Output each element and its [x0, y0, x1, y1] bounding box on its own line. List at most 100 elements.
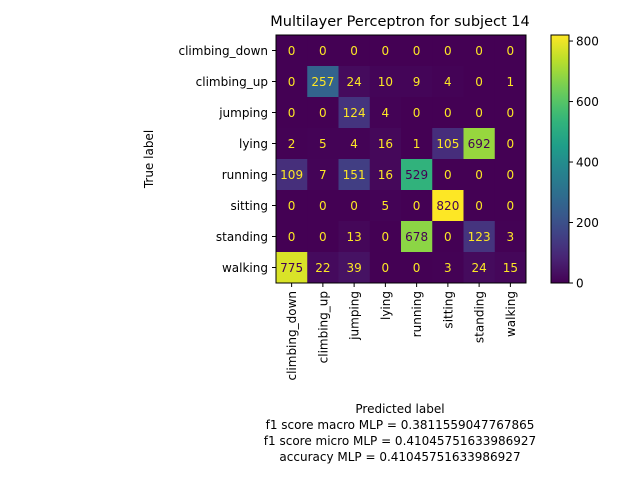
colorbar: 0 200 400 600 800	[550, 34, 599, 291]
colorbar-tick-label: 200	[576, 216, 599, 230]
y-tick-label: walking	[222, 261, 268, 275]
matrix-cell	[401, 190, 433, 222]
cell-value: 0	[413, 199, 421, 213]
matrix-cell	[401, 66, 433, 98]
cell-value: 9	[413, 75, 421, 89]
matrix-cell	[463, 190, 496, 222]
cell-value: 0	[507, 106, 515, 120]
cell-value: 0	[319, 44, 327, 58]
cell-value: 775	[280, 261, 303, 275]
matrix-cell	[338, 35, 371, 67]
matrix-cell	[432, 190, 464, 222]
matrix-cell	[338, 252, 371, 284]
matrix-cell	[401, 97, 433, 129]
matrix-cell	[432, 35, 464, 67]
matrix-cell	[432, 66, 464, 98]
cell-value: 0	[475, 106, 483, 120]
matrix-cell	[401, 221, 433, 253]
x-tick-label: running	[410, 291, 424, 337]
chart-title: Multilayer Perceptron for subject 14	[270, 14, 529, 30]
cell-value: 0	[288, 106, 296, 120]
cell-value: 1	[507, 75, 515, 89]
cell-value: 124	[343, 106, 366, 120]
matrix-cell	[494, 66, 527, 98]
y-axis-label: True label	[142, 130, 156, 189]
y-tick-label: standing	[216, 230, 268, 244]
cell-value: 5	[319, 137, 327, 151]
matrix-cell	[432, 252, 464, 284]
matrix-cell	[307, 35, 339, 67]
cell-value: 24	[346, 75, 361, 89]
matrix-cell	[276, 97, 308, 129]
x-tick-label: standing	[473, 291, 487, 343]
matrix-cell	[338, 190, 371, 222]
x-axis-ticks: climbing_down climbing_up jumping lying runn…	[285, 283, 518, 381]
colorbar-tick-label: 800	[576, 35, 599, 49]
matrix-cell	[463, 159, 496, 191]
x-tick-label: climbing_down	[285, 291, 299, 381]
matrix-cell	[494, 128, 527, 160]
matrix-cell	[463, 97, 496, 129]
cell-value: 7	[319, 168, 327, 182]
cell-value: 0	[319, 106, 327, 120]
matrix-cell	[276, 221, 308, 253]
matrix-cell	[463, 128, 496, 160]
colorbar-tick-label: 600	[576, 95, 599, 109]
matrix-cell	[307, 66, 339, 98]
cell-value: 0	[475, 168, 483, 182]
matrix-cell	[401, 128, 433, 160]
cell-value: 0	[288, 75, 296, 89]
colorbar-gradient	[550, 34, 570, 284]
matrix-cell	[463, 66, 496, 98]
cell-value: 10	[378, 75, 393, 89]
y-tick-label: climbing_up	[196, 75, 268, 89]
matrix-cell	[338, 221, 371, 253]
matrix-cell	[494, 221, 527, 253]
matrix-cell	[463, 221, 496, 253]
cell-value: 0	[475, 75, 483, 89]
matrix-cell	[338, 159, 371, 191]
matrix-cell	[494, 190, 527, 222]
x-tick-label: walking	[504, 291, 518, 337]
cell-value: 16	[378, 137, 393, 151]
cell-value: 0	[413, 106, 421, 120]
matrix-cell	[463, 35, 496, 67]
matrix-cell	[494, 97, 527, 129]
colorbar-tick-label: 0	[576, 277, 584, 291]
cell-value: 123	[468, 230, 491, 244]
matrix-cell	[338, 128, 371, 160]
cell-value: 678	[405, 230, 428, 244]
cell-value: 0	[382, 261, 390, 275]
matrix-cell	[307, 190, 339, 222]
matrix-cell	[276, 35, 308, 67]
cell-value: 0	[507, 44, 515, 58]
cell-value: 13	[346, 230, 361, 244]
matrix-frame	[275, 34, 527, 284]
cell-value: 529	[405, 168, 428, 182]
score-caption-line: f1 score micro MLP = 0.41045751633986927	[264, 434, 536, 448]
x-tick-label: sitting	[441, 291, 455, 329]
matrix-cell	[432, 128, 464, 160]
matrix-cell	[369, 221, 402, 253]
matrix-cells	[275, 34, 527, 284]
cell-value: 16	[378, 168, 393, 182]
cell-value: 5	[382, 199, 390, 213]
cell-value: 0	[475, 199, 483, 213]
matrix-cell	[494, 159, 527, 191]
x-axis-label: Predicted label	[355, 402, 444, 416]
matrix-cell	[432, 221, 464, 253]
matrix-cell	[463, 252, 496, 284]
cell-value: 0	[413, 44, 421, 58]
cell-value: 39	[346, 261, 361, 275]
cell-value: 0	[475, 44, 483, 58]
cell-value-labels: 0 0 0 0 0 0 0 00 257 24 10 9 4 0 10 0 124 4 0 0 0 02 5 4 16 1 105 6…	[280, 44, 518, 275]
cell-value: 3	[507, 230, 515, 244]
cell-value: 151	[343, 168, 366, 182]
matrix-cell	[401, 252, 433, 284]
cell-value: 0	[319, 230, 327, 244]
matrix-cell	[401, 159, 433, 191]
x-tick-label: lying	[379, 291, 393, 320]
cell-value: 0	[507, 199, 515, 213]
cell-value: 22	[315, 261, 330, 275]
